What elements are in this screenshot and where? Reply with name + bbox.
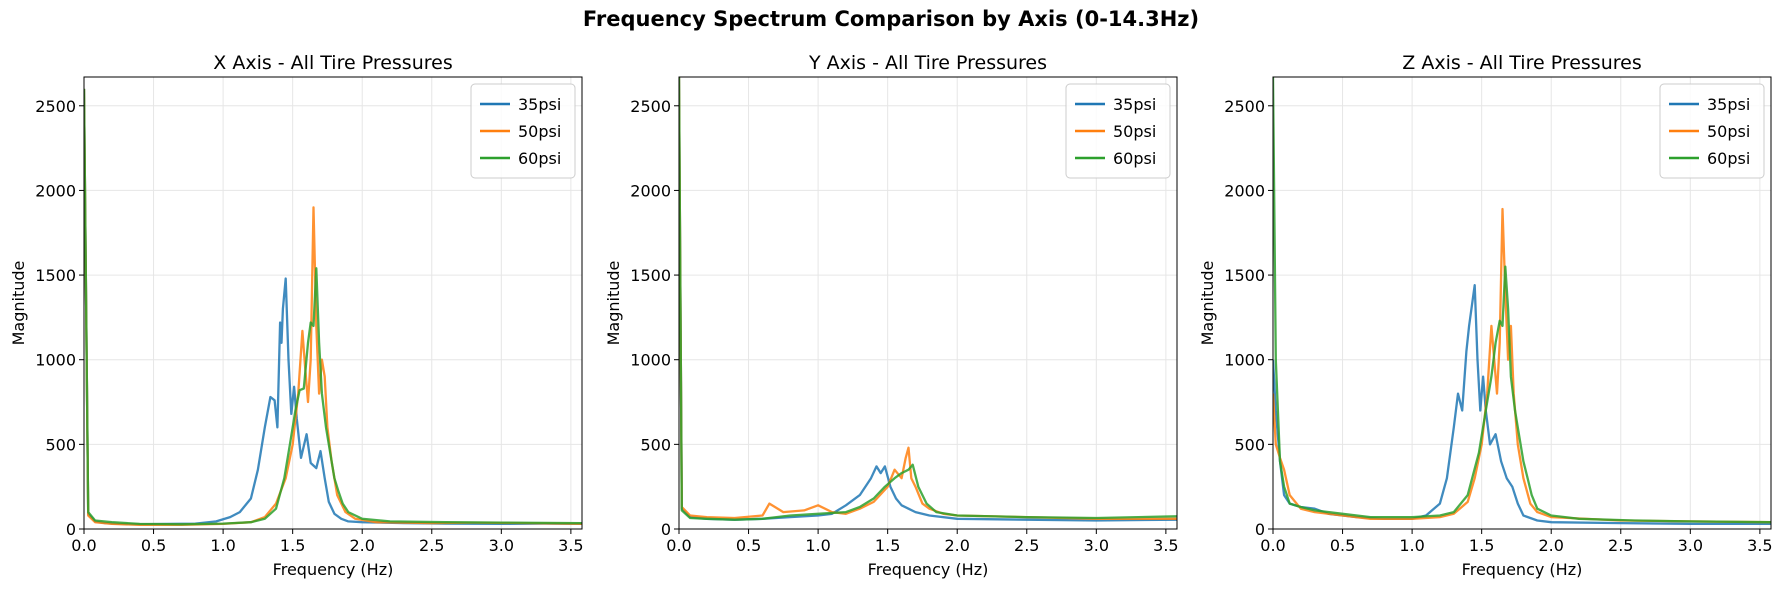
series-line-35psi (1273, 284, 1771, 526)
x-tick-label: 0.5 (736, 536, 761, 555)
y-tick-label: 2000 (35, 181, 76, 200)
x-tick-label: 2.0 (944, 536, 969, 555)
legend-label: 60psi (518, 149, 561, 168)
x-tick-label: 2.0 (1538, 536, 1563, 555)
series-line-50psi (1273, 207, 1771, 524)
axes-frame (1272, 76, 1772, 530)
series-group (679, 77, 1177, 522)
x-tick-label: 3.5 (1747, 536, 1772, 555)
legend-label: 50psi (518, 122, 561, 141)
y-axis-label: Magnitude (9, 261, 28, 346)
x-tick-label: 1.5 (875, 536, 900, 555)
series-line-60psi (84, 88, 582, 526)
legend-box (1659, 83, 1765, 179)
chart-panel-3: Z Axis - All Tire Pressures 0.0 0.5 1.0 1.5 2… (1198, 52, 1773, 579)
y-tick-label: 1000 (35, 351, 76, 370)
x-axis-label: Frequency (Hz) (1462, 560, 1583, 579)
y-tick-label: 500 (640, 435, 671, 454)
axes-frame (678, 76, 1178, 530)
series-line-60psi (1273, 77, 1771, 524)
x-tick-label: 1.0 (1399, 536, 1424, 555)
y-tick-label: 0 (1255, 520, 1265, 539)
x-axis-label: Frequency (Hz) (868, 560, 989, 579)
legend-label: 50psi (1707, 122, 1750, 141)
x-tick-label: 0.0 (666, 536, 691, 555)
x-tick-label: 1.0 (210, 536, 235, 555)
y-tick-label: 1500 (630, 266, 671, 285)
x-tick-label: 3.5 (1153, 536, 1178, 555)
legend-label: 35psi (1707, 95, 1750, 114)
x-tick-label: 1.5 (280, 536, 305, 555)
y-tick-label: 1500 (1224, 266, 1265, 285)
legend-label: 60psi (1113, 149, 1156, 168)
y-tick-label: 2000 (1224, 181, 1265, 200)
series-group (1273, 77, 1771, 526)
legend-box (470, 83, 576, 179)
x-tick-label: 3.0 (1084, 536, 1109, 555)
panel-title: X Axis - All Tire Pressures (213, 52, 452, 74)
y-axis-label: Magnitude (1198, 261, 1217, 346)
x-tick-label: 2.5 (419, 536, 444, 555)
legend-label: 60psi (1707, 149, 1750, 168)
x-tick-label: 2.5 (1014, 536, 1039, 555)
y-tick-label: 2500 (630, 97, 671, 116)
x-tick-label: 1.0 (805, 536, 830, 555)
x-tick-label: 3.5 (558, 536, 583, 555)
legend-box (1065, 83, 1171, 179)
panels: X Axis - All Tire Pressures 0.0 0.5 1.0 1.5 2… (9, 52, 1773, 579)
x-tick-label: 2.0 (349, 536, 374, 555)
legend-label: 35psi (518, 95, 561, 114)
legend: 35psi 50psi 60psi (470, 83, 576, 179)
chart-panel-1: X Axis - All Tire Pressures 0.0 0.5 1.0 1.5 2… (9, 52, 584, 579)
y-axis-label: Magnitude (604, 261, 623, 346)
chart-panel-2: Y Axis - All Tire Pressures 0.0 0.5 1.0 1.5 2… (604, 52, 1179, 579)
y-tick-label: 0 (661, 520, 671, 539)
axes-frame (83, 76, 583, 530)
y-tick-label: 1000 (630, 351, 671, 370)
y-tick-label: 500 (1234, 435, 1265, 454)
legend-label: 50psi (1113, 122, 1156, 141)
panel-title: Y Axis - All Tire Pressures (808, 52, 1047, 74)
y-tick-label: 1000 (1224, 351, 1265, 370)
x-tick-label: 3.0 (489, 536, 514, 555)
legend: 35psi 50psi 60psi (1065, 83, 1171, 179)
x-tick-label: 0.5 (1330, 536, 1355, 555)
y-tick-label: 1500 (35, 266, 76, 285)
y-tick-label: 2500 (35, 97, 76, 116)
series-group (84, 88, 582, 526)
x-tick-label: 0.0 (1260, 536, 1285, 555)
x-axis-label: Frequency (Hz) (273, 560, 394, 579)
x-tick-label: 0.5 (141, 536, 166, 555)
x-tick-label: 2.5 (1608, 536, 1633, 555)
y-tick-label: 2500 (1224, 97, 1265, 116)
legend-label: 35psi (1113, 95, 1156, 114)
x-tick-label: 0.0 (71, 536, 96, 555)
panel-title: Z Axis - All Tire Pressures (1402, 52, 1641, 74)
figure-title: Frequency Spectrum Comparison by Axis (0… (583, 7, 1199, 31)
y-tick-label: 2000 (630, 181, 671, 200)
x-tick-label: 1.5 (1469, 536, 1494, 555)
y-tick-label: 0 (66, 520, 76, 539)
series-line-60psi (679, 77, 1177, 521)
y-tick-label: 500 (45, 435, 76, 454)
legend: 35psi 50psi 60psi (1659, 83, 1765, 179)
x-tick-label: 3.0 (1678, 536, 1703, 555)
